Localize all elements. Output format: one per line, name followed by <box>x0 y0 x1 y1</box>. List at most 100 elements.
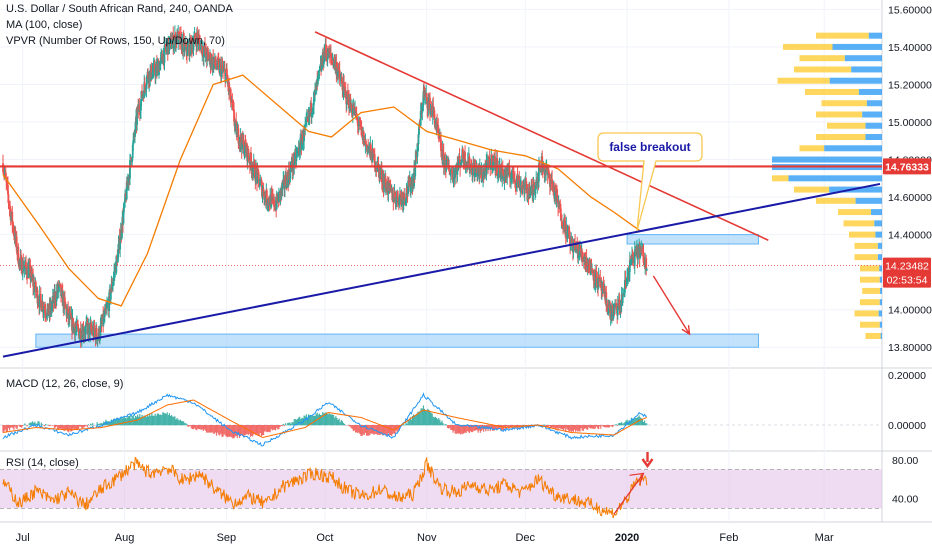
price-tick-label: 15.40000 <box>888 42 932 54</box>
volume-profile-row-down <box>866 333 881 339</box>
macd-tick-label: 0.00000 <box>888 420 926 432</box>
macd-histogram-bar <box>92 423 93 425</box>
volume-profile-row-down <box>860 277 880 283</box>
macd-histogram-bar <box>99 424 100 426</box>
macd-histogram-bar <box>235 425 236 437</box>
macd-histogram-bar <box>171 415 172 425</box>
macd-histogram-bar <box>353 425 354 431</box>
macd-histogram-bar <box>607 425 608 427</box>
macd-panel <box>0 394 882 446</box>
macd-histogram-bar <box>167 412 168 425</box>
macd-histogram-bar <box>72 425 73 429</box>
macd-histogram-bar <box>88 424 89 425</box>
macd-histogram-bar <box>45 424 46 425</box>
macd-histogram-bar <box>358 425 359 433</box>
rsi-panel <box>0 452 882 518</box>
macd-histogram-bar <box>159 415 160 426</box>
volume-profile-row-down <box>816 134 866 140</box>
macd-histogram-bar <box>611 425 612 427</box>
macd-histogram-bar <box>451 425 452 430</box>
price-tick-label: 13.80000 <box>888 342 932 354</box>
macd-histogram-bar <box>54 425 55 428</box>
macd-histogram-bar <box>207 425 208 433</box>
macd-histogram-bar <box>328 414 329 425</box>
macd-histogram-bar <box>590 425 591 429</box>
support-zone[interactable] <box>36 334 759 347</box>
macd-histogram-bar <box>215 425 216 433</box>
ma-indicator-label[interactable]: MA (100, close) <box>6 17 233 33</box>
macd-histogram-bar <box>354 425 355 430</box>
volume-profile-row-up <box>866 134 883 140</box>
macd-histogram-bar <box>228 425 229 437</box>
macd-histogram-bar <box>87 425 88 427</box>
volume-profile-row-up <box>878 254 882 260</box>
volume-profile-row-up <box>862 111 882 117</box>
price-axis[interactable]: 15.6000015.4000015.2000015.0000014.80000… <box>883 4 932 505</box>
volume-profile-row-up <box>772 157 882 163</box>
volume-profile-row-down <box>783 44 833 50</box>
macd-histogram-bar <box>55 425 56 427</box>
macd-histogram-bar <box>86 425 87 426</box>
macd-histogram-bar <box>583 425 584 431</box>
ascending-trendline[interactable] <box>3 184 880 357</box>
macd-histogram-bar <box>46 425 47 426</box>
macd-histogram-bar <box>618 423 619 425</box>
rsi-legend[interactable]: RSI (14, close) <box>6 455 79 471</box>
macd-histogram-bar <box>568 425 569 432</box>
macd-histogram-bar <box>229 425 230 437</box>
macd-histogram-bar <box>440 422 441 425</box>
volume-profile-row-up <box>878 243 882 249</box>
symbol-title[interactable]: U.S. Dollar / South African Rand, 240, O… <box>6 1 233 17</box>
macd-histogram-bar <box>164 413 165 425</box>
macd-histogram-bar <box>646 423 647 425</box>
candle-body <box>454 171 456 179</box>
macd-legend[interactable]: MACD (12, 26, close, 9) <box>6 376 123 392</box>
macd-histogram-bar <box>203 425 204 431</box>
macd-histogram-bar <box>141 415 142 425</box>
time-tick-label: Dec <box>515 532 535 544</box>
macd-histogram-bar <box>587 425 588 430</box>
macd-histogram-bar <box>263 425 264 435</box>
macd-histogram-bar <box>80 425 81 427</box>
macd-histogram-bar <box>160 415 161 426</box>
macd-histogram-bar <box>208 425 209 433</box>
macd-histogram-bar <box>433 417 434 425</box>
macd-histogram-bar <box>190 425 191 426</box>
price-tick-label: 15.00000 <box>888 117 932 129</box>
macd-histogram-bar <box>58 425 59 429</box>
macd-histogram-bar <box>549 425 550 426</box>
macd-histogram-bar <box>186 424 187 425</box>
macd-histogram-bar <box>643 422 644 425</box>
vpvr-indicator-label[interactable]: VPVR (Number Of Rows, 150, Up/Down, 70) <box>6 33 233 49</box>
volume-profile-row-down <box>800 145 825 151</box>
macd-histogram-bar <box>136 417 137 426</box>
volume-profile-row-up <box>789 175 883 181</box>
macd-histogram-bar <box>441 421 442 426</box>
macd-histogram-bar <box>31 423 32 426</box>
macd-histogram-bar <box>425 410 426 425</box>
macd-histogram-bar <box>129 416 130 426</box>
zone-layer <box>36 235 759 348</box>
macd-histogram-bar <box>295 419 296 425</box>
macd-histogram-bar <box>146 417 147 426</box>
support-zone[interactable] <box>627 235 758 244</box>
macd-histogram-bar <box>124 417 125 425</box>
macd-histogram-bar <box>79 425 80 427</box>
macd-histogram-bar <box>588 425 589 427</box>
volume-profile-row-down <box>794 187 829 193</box>
macd-histogram-bar <box>642 419 643 425</box>
macd-histogram-bar <box>606 425 607 428</box>
macd-histogram-bar <box>23 425 24 426</box>
macd-histogram-bar <box>369 425 370 435</box>
projection-arrow-head <box>682 325 690 334</box>
macd-histogram-bar <box>596 425 597 427</box>
macd-histogram-bar <box>284 425 285 426</box>
time-tick-label: Aug <box>115 532 135 544</box>
macd-histogram-bar <box>286 425 287 426</box>
macd-histogram-bar <box>60 425 61 428</box>
macd-histogram-bar <box>280 425 281 426</box>
macd-histogram-bar <box>330 414 331 425</box>
volume-profile-row-down <box>778 78 830 84</box>
